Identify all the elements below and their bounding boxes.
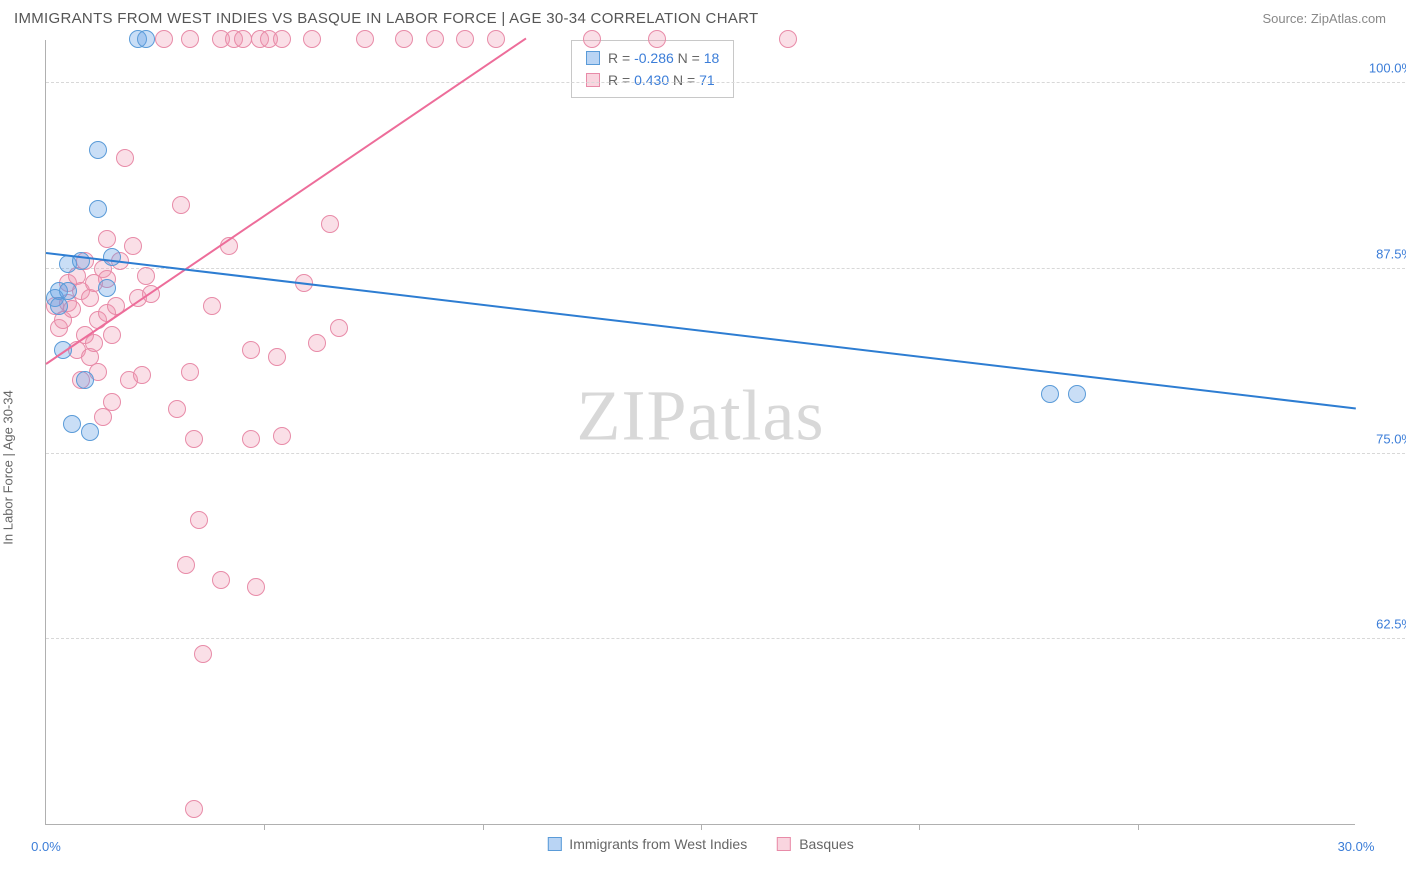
data-point-pink [330,319,348,337]
data-point-blue [81,423,99,441]
data-point-pink [137,267,155,285]
data-point-blue [76,371,94,389]
x-tick-label: 0.0% [31,839,61,854]
data-point-pink [268,348,286,366]
data-point-blue [63,415,81,433]
data-point-pink [185,800,203,818]
plot-area: ZIPatlas R = -0.286 N = 18 R = 0.430 N =… [45,40,1355,825]
data-point-pink [98,230,116,248]
data-point-pink [308,334,326,352]
data-point-pink [648,30,666,48]
data-point-blue [103,248,121,266]
data-point-pink [103,326,121,344]
gridline-h [46,453,1405,454]
x-tick [483,824,484,830]
legend-swatch-pink-icon [777,837,791,851]
data-point-pink [303,30,321,48]
gridline-h [46,638,1405,639]
data-point-pink [155,30,173,48]
stats-label: R = -0.286 N = 18 [608,50,719,66]
data-point-pink [124,237,142,255]
data-point-pink [242,430,260,448]
chart-source: Source: ZipAtlas.com [1262,11,1386,26]
data-point-pink [133,366,151,384]
legend-item-pink: Basques [777,836,853,852]
data-point-pink [426,30,444,48]
y-tick-label: 62.5% [1376,616,1406,631]
data-point-blue [89,200,107,218]
data-point-blue [1041,385,1059,403]
watermark-zip: ZIP [577,376,688,456]
x-tick-label: 30.0% [1338,839,1375,854]
x-tick [1138,824,1139,830]
y-tick-label: 75.0% [1376,431,1406,446]
stats-row-blue: R = -0.286 N = 18 [586,47,719,69]
data-point-pink [395,30,413,48]
stats-row-pink: R = 0.430 N = 71 [586,69,719,91]
series-legend: Immigrants from West Indies Basques [547,836,853,852]
legend-label-blue: Immigrants from West Indies [569,836,747,852]
gridline-h [46,268,1405,269]
chart-title: IMMIGRANTS FROM WEST INDIES VS BASQUE IN… [14,10,758,27]
y-tick-label: 87.5% [1376,246,1406,261]
data-point-pink [168,400,186,418]
data-point-blue [59,282,77,300]
data-point-pink [116,149,134,167]
data-point-pink [172,196,190,214]
data-point-pink [456,30,474,48]
x-tick [701,824,702,830]
legend-label-pink: Basques [799,836,853,852]
data-point-pink [583,30,601,48]
y-tick-label: 100.0% [1369,61,1406,76]
data-point-pink [487,30,505,48]
data-point-blue [98,279,116,297]
x-tick [919,824,920,830]
stats-legend: R = -0.286 N = 18 R = 0.430 N = 71 [571,40,734,98]
data-point-pink [356,30,374,48]
data-point-pink [242,341,260,359]
data-point-pink [185,430,203,448]
x-tick [264,824,265,830]
y-axis-label: In Labor Force | Age 30-34 [1,390,16,544]
data-point-pink [194,645,212,663]
data-point-pink [203,297,221,315]
watermark: ZIPatlas [577,375,825,458]
legend-swatch-pink-icon [586,73,600,87]
trend-line-pink [45,37,526,365]
stats-label: R = 0.430 N = 71 [608,72,715,88]
data-point-blue [89,141,107,159]
legend-swatch-blue-icon [586,51,600,65]
data-point-blue [1068,385,1086,403]
data-point-pink [212,571,230,589]
trend-line-blue [46,252,1356,410]
legend-swatch-blue-icon [547,837,561,851]
data-point-pink [247,578,265,596]
data-point-pink [321,215,339,233]
data-point-pink [181,30,199,48]
watermark-atlas: atlas [688,376,825,456]
chart-container: In Labor Force | Age 30-34 ZIPatlas R = … [0,35,1406,885]
data-point-pink [177,556,195,574]
data-point-pink [273,427,291,445]
data-point-pink [779,30,797,48]
chart-header: IMMIGRANTS FROM WEST INDIES VS BASQUE IN… [0,0,1406,35]
data-point-pink [190,511,208,529]
data-point-pink [234,30,252,48]
data-point-pink [273,30,291,48]
data-point-blue [137,30,155,48]
legend-item-blue: Immigrants from West Indies [547,836,747,852]
data-point-pink [103,393,121,411]
data-point-pink [181,363,199,381]
gridline-h [46,82,1405,83]
